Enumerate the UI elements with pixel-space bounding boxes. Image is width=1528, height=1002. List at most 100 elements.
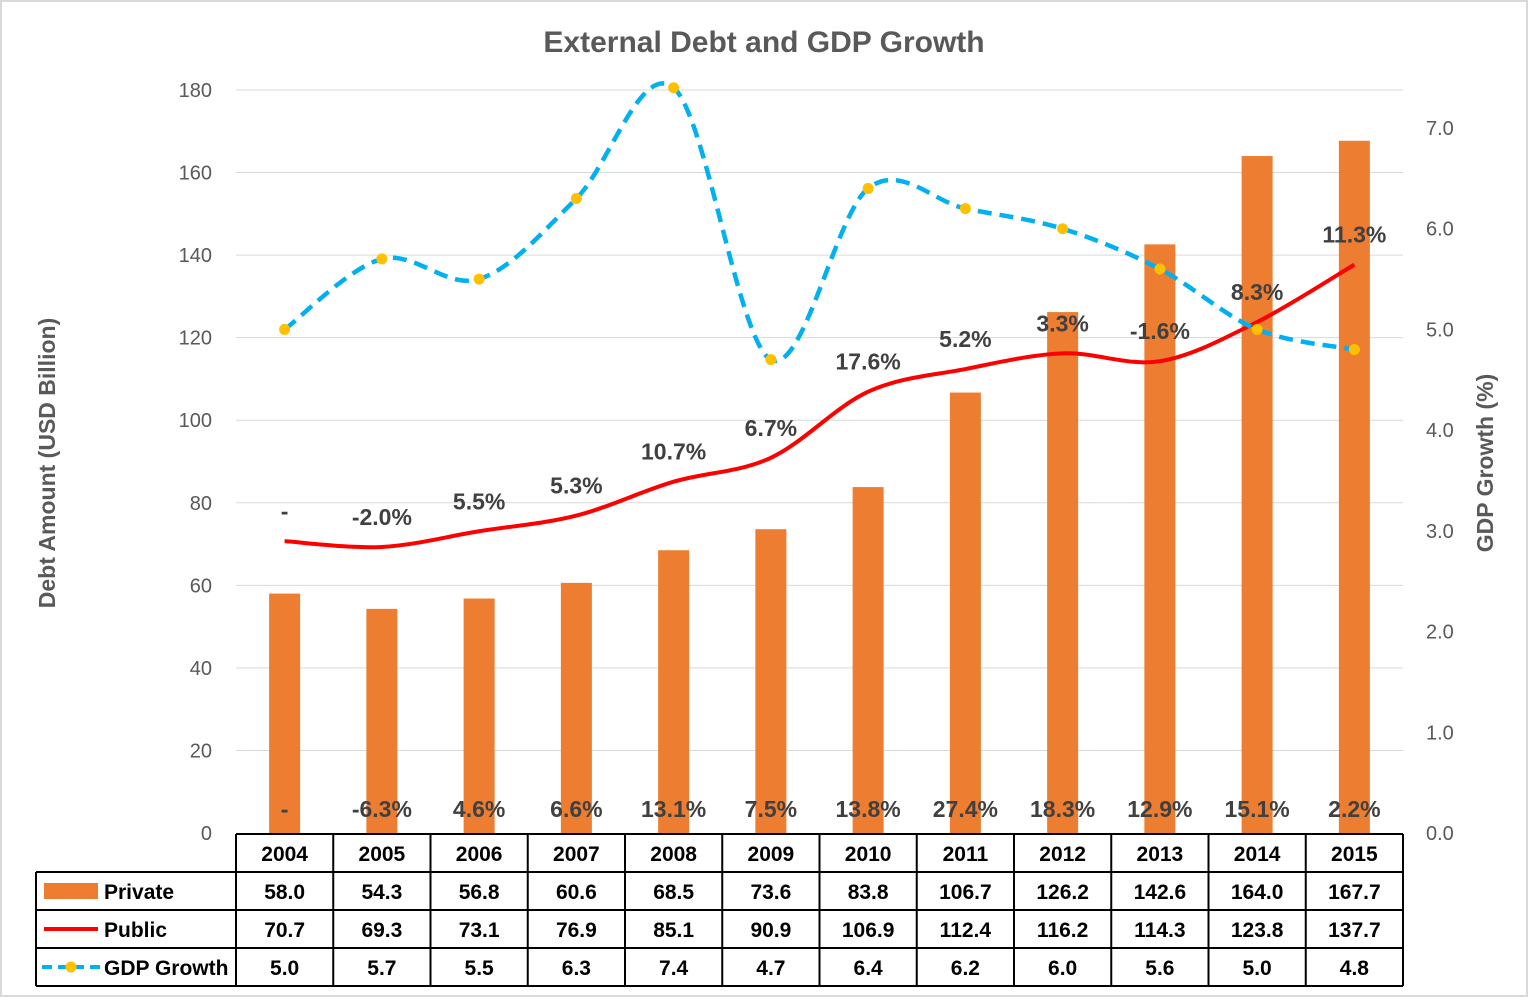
public-growth-label: 17.6% [836, 349, 901, 375]
public-growth-label: 10.7% [641, 439, 706, 465]
table-cell: 5.6 [1145, 957, 1174, 980]
table-cell: 126.2 [1036, 881, 1089, 904]
public-growth-label: 5.5% [453, 488, 505, 514]
public-growth-label: 5.3% [550, 473, 602, 499]
y-tick-label: 0 [201, 823, 212, 845]
table-cell: 90.9 [750, 919, 791, 942]
y-tick-label: 180 [179, 80, 212, 102]
table-cell: 85.1 [653, 919, 694, 942]
bar-private-2006 [463, 598, 495, 833]
table-cell: 68.5 [653, 881, 694, 904]
table-cell: 137.7 [1328, 919, 1381, 942]
private-growth-label: 18.3% [1030, 796, 1095, 822]
gdp-marker-2013 [1154, 263, 1166, 275]
table-cell: 142.6 [1134, 881, 1187, 904]
growth-labels: - -2.0% 5.5% 5.3% 10.7% 6.7% 17.6% 5.2% 3.3% -1.6… [281, 222, 1387, 822]
line-public [284, 262, 1356, 550]
y2-tick-label: 7.0 [1426, 118, 1454, 140]
table-cell: 58.0 [264, 881, 305, 904]
gridlines [236, 89, 1403, 751]
private-growth-label: 7.5% [745, 796, 797, 822]
table-category: 2009 [748, 843, 795, 866]
table-cell: 60.6 [556, 881, 597, 904]
y2-tick-label: 1.0 [1426, 722, 1454, 744]
private-growth-label: 27.4% [933, 796, 998, 822]
table-cell: 116.2 [1037, 919, 1088, 942]
y-tick-label: 140 [179, 245, 212, 267]
y-tick-label: 100 [179, 410, 212, 432]
table-cell: 56.8 [459, 881, 500, 904]
table-cell: 69.3 [361, 919, 402, 942]
table-cell: 70.7 [264, 919, 305, 942]
bar-private-2010 [852, 487, 884, 833]
private-growth-label: 13.8% [836, 796, 901, 822]
y2-tick-label: 3.0 [1426, 521, 1454, 543]
y2-tick-label: 4.0 [1426, 420, 1454, 442]
table-cell: 6.0 [1048, 957, 1077, 980]
bar-private-2015 [1338, 140, 1370, 833]
y-tick-label: 20 [190, 740, 212, 762]
table-cell: 114.3 [1134, 919, 1185, 942]
y-tick-label: 40 [190, 658, 212, 680]
private-growth-label: 6.6% [550, 796, 602, 822]
legend-key-private [44, 883, 98, 899]
public-growth-label: 8.3% [1231, 279, 1283, 305]
private-growth-label: -6.3% [352, 796, 412, 822]
data-table: 2004 2005 2006 2007 2008 2009 2010 2011 2012 2013… [35, 833, 1404, 987]
table-cell: 73.6 [750, 881, 791, 904]
table-cell: 106.9 [842, 919, 895, 942]
y2-tick-label: 2.0 [1426, 622, 1454, 644]
gdp-marker-2005 [376, 253, 388, 265]
y-tick-label: 60 [190, 575, 212, 597]
table-series-name: Public [104, 919, 167, 942]
table-category: 2015 [1331, 843, 1378, 866]
table-category: 2007 [553, 843, 600, 866]
bar-private-2013 [1144, 244, 1176, 833]
gdp-marker-2006 [473, 273, 485, 285]
table-series-name: GDP Growth [104, 957, 228, 980]
y2-tick-label: 0.0 [1426, 823, 1454, 845]
table-cell: 5.0 [1243, 957, 1272, 980]
gdp-marker-2004 [279, 323, 291, 335]
private-growth-label: 12.9% [1127, 796, 1192, 822]
public-growth-label: -1.6% [1130, 318, 1190, 344]
table-cell: 167.7 [1328, 881, 1381, 904]
table-cell: 4.7 [756, 957, 785, 980]
gdp-marker-2014 [1251, 323, 1263, 335]
private-growth-label: 15.1% [1225, 796, 1290, 822]
table-cell: 5.0 [270, 957, 299, 980]
public-growth-label: 5.2% [939, 326, 991, 352]
y2-tick-label: 5.0 [1426, 319, 1454, 341]
public-growth-label: 11.3% [1322, 222, 1386, 248]
y-axis-title: Debt Amount (USD Billion) [34, 318, 60, 608]
axis-ticks: 0 20 40 60 80 100 120 140 160 180 0.0 1.0 2.0 3.0 4.0 5… [179, 80, 1454, 845]
public-growth-label: - [281, 498, 289, 524]
gdp-marker-2008 [668, 82, 680, 94]
table-cell: 164.0 [1231, 881, 1284, 904]
table-category: 2008 [650, 843, 697, 866]
table-category: 2005 [359, 843, 406, 866]
bar-private-2014 [1241, 156, 1273, 834]
table-category: 2010 [845, 843, 892, 866]
bar-private-2007 [560, 582, 592, 833]
table-cell: 5.5 [465, 957, 495, 980]
public-growth-label: -2.0% [352, 504, 412, 530]
private-growth-label: - [281, 796, 289, 822]
table-cell: 6.3 [562, 957, 591, 980]
gdp-marker-2010 [862, 182, 874, 194]
gdp-marker-2012 [1057, 223, 1069, 235]
table-cell: 6.4 [854, 957, 884, 980]
table-cell: 5.7 [367, 957, 396, 980]
gdp-marker-2011 [959, 203, 971, 215]
gdp-marker-2007 [570, 193, 582, 204]
bar-private-2005 [366, 608, 398, 833]
chart-title: External Debt and GDP Growth [543, 26, 984, 59]
table-category: 2006 [456, 843, 503, 866]
bar-private-2009 [755, 529, 787, 833]
y-tick-label: 160 [179, 163, 212, 185]
bar-private-2008 [658, 550, 690, 833]
legend-key-gdp-marker [65, 961, 77, 973]
table-cell: 7.4 [659, 957, 689, 980]
